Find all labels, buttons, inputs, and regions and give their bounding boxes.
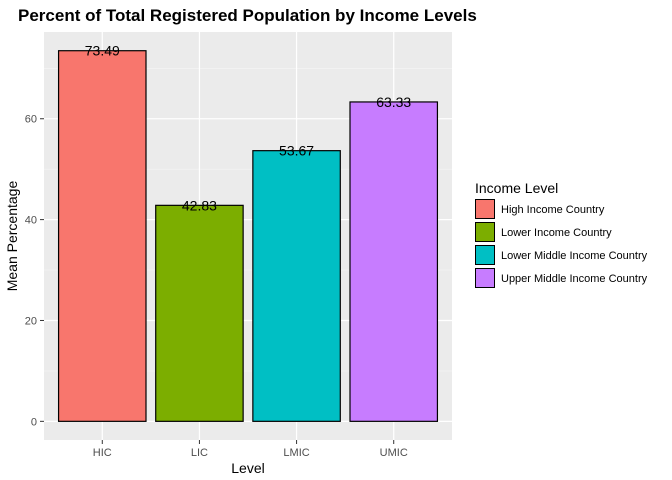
- x-tick-label-lic: LIC: [191, 447, 208, 459]
- x-axis-title: Level: [231, 460, 264, 476]
- bar-umic: [349, 101, 439, 422]
- legend-label: Lower Income Country: [501, 227, 612, 239]
- x-tick-label-lmic: LMIC: [283, 447, 309, 459]
- legend-swatch: [475, 268, 495, 288]
- legend-swatch: [475, 199, 495, 219]
- y-tick-label: 40: [25, 215, 37, 227]
- x-tick-label-umic: UMIC: [380, 447, 408, 459]
- x-axis: HIC LIC LMIC UMIC: [93, 440, 408, 459]
- y-axis: 0 20 40 60: [25, 114, 44, 428]
- bar-lic: [155, 204, 244, 422]
- bar-lmic: [252, 150, 341, 422]
- y-tick-label: 60: [25, 114, 37, 126]
- legend: Income Level High Income Country Lower In…: [475, 180, 648, 288]
- y-axis-title: Mean Percentage: [4, 181, 20, 292]
- bars: [57, 50, 439, 422]
- legend-label: Lower Middle Income Country: [501, 250, 648, 262]
- y-tick-label: 0: [31, 416, 37, 428]
- legend-label: High Income Country: [501, 204, 605, 216]
- x-tick-label-hic: HIC: [93, 447, 112, 459]
- data-label-lmic: 53.67: [279, 143, 314, 159]
- data-label-umic: 63.33: [376, 94, 411, 110]
- legend-title: Income Level: [475, 180, 558, 196]
- chart-title: Percent of Total Registered Population b…: [18, 6, 477, 25]
- data-labels: 73.49 42.83 53.67 63.33: [85, 43, 412, 214]
- legend-label: Upper Middle Income Country: [501, 273, 648, 285]
- legend-swatch: [475, 222, 495, 242]
- data-label-hic: 73.49: [85, 43, 120, 59]
- bar-hic: [57, 50, 147, 422]
- legend-swatch: [475, 245, 495, 265]
- data-label-lic: 42.83: [182, 197, 217, 213]
- y-tick-label: 20: [25, 315, 37, 327]
